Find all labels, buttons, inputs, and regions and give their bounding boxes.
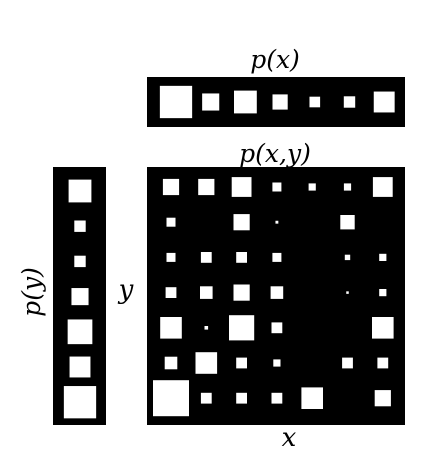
y-axis-label: y: [118, 275, 134, 305]
joint-square: [301, 387, 323, 409]
joint-square: [273, 359, 281, 367]
marginal-x-square: [234, 90, 257, 114]
joint-square: [272, 252, 282, 262]
joint-square: [165, 287, 177, 298]
marginal-x-square: [373, 91, 395, 113]
joint-square: [379, 253, 387, 261]
joint-square: [271, 392, 283, 404]
marginal-x-panel: [147, 77, 405, 127]
joint-square: [374, 390, 391, 407]
marginal-x-square: [309, 96, 321, 108]
marginal-x-square: [272, 94, 288, 110]
marginal-x-square: [159, 85, 193, 119]
marginal-y-square: [68, 179, 92, 203]
joint-square: [346, 291, 349, 294]
joint-square: [270, 286, 284, 299]
marginal-x-square: [202, 93, 220, 111]
joint-square: [162, 178, 180, 196]
joint-square: [160, 317, 182, 339]
joint-square: [372, 177, 393, 197]
joint-label: p(x,y): [239, 139, 311, 168]
joint-square: [195, 352, 218, 374]
marginal-y-square: [74, 220, 86, 232]
marginal-y-panel: [53, 167, 106, 425]
joint-square: [166, 217, 176, 227]
joint-square: [200, 286, 213, 299]
joint-panel: [147, 167, 405, 425]
joint-square: [372, 317, 394, 339]
joint-square: [200, 392, 212, 404]
joint-square: [153, 380, 189, 417]
joint-square: [236, 392, 247, 404]
marginal-x-square: [343, 96, 356, 108]
joint-square: [204, 326, 209, 330]
joint-square: [275, 220, 279, 224]
joint-square: [236, 357, 247, 369]
marginal-x-label: p(x): [250, 45, 300, 74]
joint-square: [233, 214, 250, 231]
joint-square: [231, 177, 252, 197]
marginal-y-square: [69, 356, 91, 378]
marginal-y-square: [67, 319, 93, 345]
joint-square: [377, 357, 389, 369]
joint-square: [343, 183, 352, 191]
joint-square: [166, 252, 176, 262]
joint-square: [272, 182, 282, 192]
marginal-y-square: [74, 255, 86, 268]
joint-square: [308, 183, 316, 191]
joint-square: [236, 252, 247, 263]
joint-square: [198, 178, 215, 196]
joint-square: [379, 289, 387, 297]
joint-square: [164, 356, 178, 370]
joint-square: [344, 254, 351, 261]
joint-square: [342, 357, 353, 369]
marginal-y-label: p(y): [17, 267, 46, 317]
x-axis-label: x: [282, 423, 297, 453]
joint-square: [233, 284, 250, 301]
joint-square: [271, 322, 283, 334]
marginal-y-square: [63, 386, 97, 419]
marginal-y-square: [71, 288, 89, 306]
joint-square: [340, 215, 355, 230]
joint-square: [229, 315, 255, 341]
joint-square: [200, 252, 212, 263]
